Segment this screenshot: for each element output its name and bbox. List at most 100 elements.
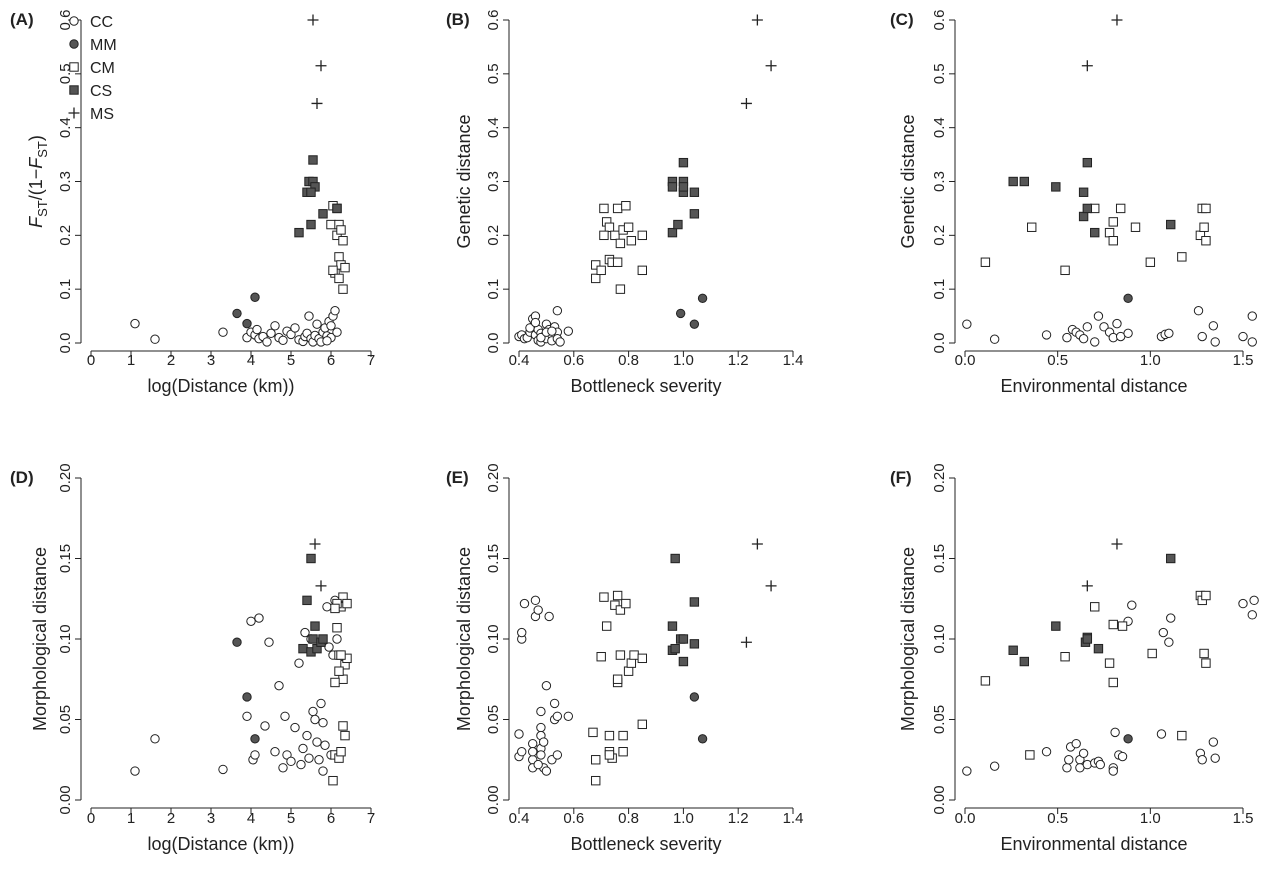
point-cc: [552, 750, 563, 760]
point-ms: [1081, 60, 1093, 72]
point-cm: [340, 730, 350, 741]
x-tick-label: 1.4: [783, 352, 804, 369]
point-cc: [332, 327, 342, 337]
legend-marker-cs: [69, 85, 79, 95]
point-cs: [1051, 182, 1061, 192]
series-cs: [667, 157, 700, 238]
series-mm: [1123, 293, 1133, 304]
point-cc: [541, 766, 552, 776]
point-cc: [296, 759, 306, 770]
point-cm: [330, 603, 340, 614]
point-cs: [1019, 176, 1030, 187]
point-cm: [610, 600, 620, 610]
y-tick-label: 0.3: [485, 171, 502, 192]
y-tick-label: 0.0: [931, 333, 948, 354]
x-tick-label: 1: [127, 352, 135, 369]
point-cc: [1090, 337, 1100, 347]
x-tick-label: 1.4: [783, 810, 804, 827]
point-cc: [528, 747, 538, 757]
point-cc: [1210, 753, 1220, 763]
point-cc: [262, 337, 272, 347]
point-cc: [1197, 331, 1207, 342]
point-cm: [338, 236, 348, 246]
y-tick-label: 0.05: [485, 705, 502, 734]
point-cc: [322, 336, 332, 346]
y-tick-label: 0.4: [485, 117, 502, 138]
point-cc: [1062, 332, 1072, 343]
point-cc: [1099, 322, 1109, 332]
y-tick-label: 0.0: [485, 333, 502, 354]
x-tick-label: 3: [207, 810, 215, 827]
point-mm: [250, 734, 260, 744]
point-cs: [318, 209, 328, 219]
point-ms: [1111, 538, 1123, 550]
y-tick-label: 0.3: [931, 171, 948, 192]
point-mm: [232, 637, 242, 647]
point-cc: [294, 658, 304, 668]
series-cc: [130, 595, 342, 776]
point-cc: [525, 323, 535, 333]
x-tick-label: 1: [127, 810, 135, 827]
point-cm: [596, 265, 606, 276]
point-cm: [338, 284, 348, 294]
panel-label: (B): [446, 10, 470, 29]
point-cm: [1108, 619, 1118, 630]
point-cc: [278, 763, 288, 773]
point-cm: [1104, 227, 1115, 238]
y-axis-title: Genetic distance: [454, 114, 474, 248]
point-cc: [242, 711, 252, 721]
point-cc: [324, 642, 334, 652]
point-cm: [610, 230, 620, 241]
point-cc: [300, 627, 310, 638]
point-cc: [1193, 306, 1204, 316]
y-tick-label: 0.2: [485, 225, 502, 246]
legend-label-ms: MS: [90, 106, 114, 123]
point-cc: [530, 317, 541, 328]
y-axis-title: Morphological distance: [30, 547, 50, 731]
point-ms: [311, 97, 323, 109]
y-tick-label: 0.20: [57, 463, 74, 492]
point-cc: [1110, 727, 1120, 738]
point-cs: [689, 639, 700, 649]
point-cc: [1249, 595, 1259, 606]
point-cc: [218, 327, 228, 337]
point-cc: [514, 729, 524, 739]
point-cc: [302, 730, 312, 741]
y-tick-label: 0.6: [931, 10, 948, 31]
y-axis-title-part: ): [26, 135, 46, 141]
x-tick-label: 1.5: [1233, 810, 1254, 827]
point-cc: [320, 740, 330, 750]
x-tick-label: 0.6: [563, 352, 584, 369]
point-cs: [302, 595, 312, 606]
x-axis-title: Bottleneck severity: [570, 834, 721, 854]
point-cc: [246, 616, 256, 626]
point-cc: [547, 326, 557, 336]
point-ms: [751, 14, 763, 26]
point-cc: [304, 311, 314, 321]
x-tick-label: 4: [247, 352, 255, 369]
point-cc: [264, 637, 274, 647]
point-cs: [678, 182, 689, 192]
point-cm: [601, 621, 612, 631]
legend-label-cs: CS: [90, 83, 112, 100]
point-cc: [1108, 766, 1118, 776]
point-cm: [637, 230, 647, 241]
x-tick-label: 1.0: [1140, 352, 1161, 369]
point-cc: [150, 334, 160, 344]
point-cm: [612, 674, 623, 684]
series-cm: [328, 592, 352, 786]
point-cs: [1166, 553, 1176, 564]
point-cs: [689, 187, 700, 197]
y-tick-label: 0.4: [931, 117, 948, 138]
point-cc: [1247, 337, 1257, 347]
point-mm: [697, 293, 708, 304]
point-cm: [588, 727, 598, 738]
y-tick-label: 0.1: [57, 279, 74, 300]
point-ms: [1111, 14, 1123, 26]
x-tick-label: 1.2: [728, 810, 749, 827]
point-cs: [1008, 176, 1018, 187]
point-cm: [336, 747, 346, 757]
panel-label: (A): [10, 10, 34, 29]
point-cm: [612, 203, 623, 214]
point-ms: [315, 580, 327, 592]
